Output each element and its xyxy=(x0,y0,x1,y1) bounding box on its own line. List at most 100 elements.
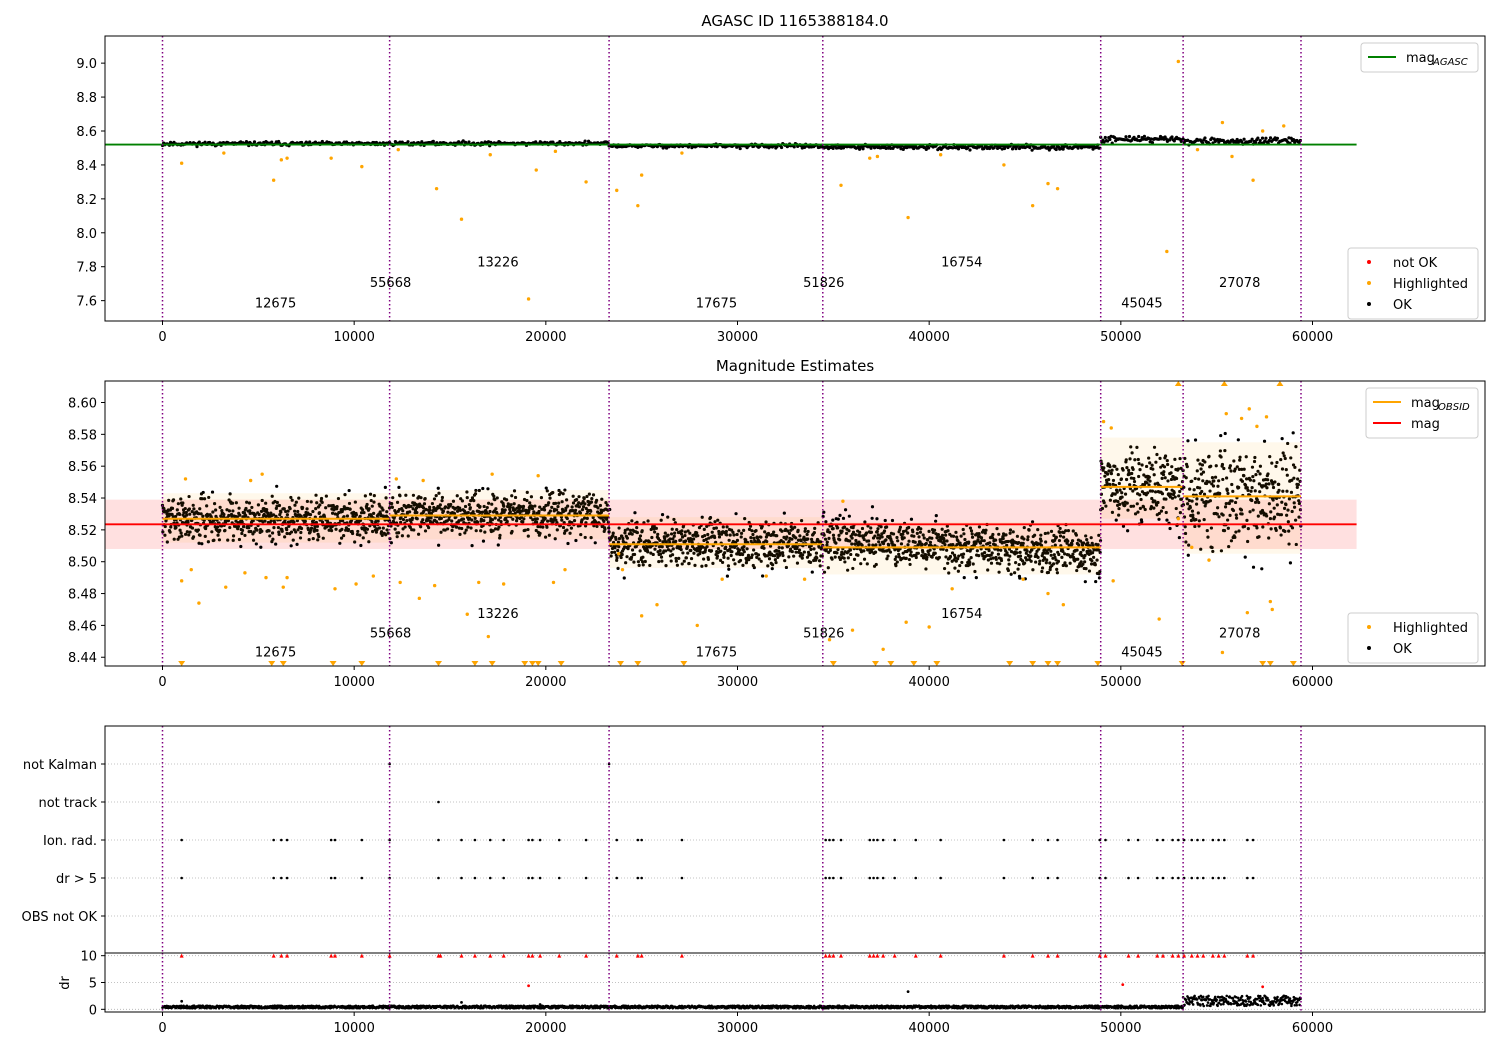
y-tick-label: 8.2 xyxy=(76,193,97,208)
flag-event-point xyxy=(488,876,492,880)
highlighted-point xyxy=(421,478,425,483)
ok-point xyxy=(431,139,435,143)
flag-event-point xyxy=(272,838,275,842)
ok-point xyxy=(271,513,276,517)
flag-event-point xyxy=(680,876,684,880)
ok-point xyxy=(1124,135,1128,139)
ok-point xyxy=(200,542,204,546)
ok-point xyxy=(1291,431,1295,435)
ok-point xyxy=(169,525,173,529)
ok-point xyxy=(1258,139,1262,143)
highlighted-point xyxy=(222,151,226,155)
highlighted-point xyxy=(906,215,910,220)
highlighted-point xyxy=(639,614,644,618)
flag-event-point xyxy=(437,876,440,880)
highlighted-point xyxy=(224,585,228,589)
ok-point xyxy=(1223,431,1227,436)
highlighted-point xyxy=(938,153,943,157)
ok-point xyxy=(1061,147,1065,151)
ok-point xyxy=(178,512,182,517)
y-tick-label: 8.44 xyxy=(68,651,97,666)
ok-point xyxy=(1251,565,1256,569)
clipped-low-marker xyxy=(872,661,879,666)
x-tick-label: 30000 xyxy=(717,675,758,690)
ok-point xyxy=(956,147,961,151)
ok-point xyxy=(1181,137,1185,141)
highlighted-point xyxy=(417,596,422,601)
ok-point xyxy=(167,498,171,502)
highlighted-point xyxy=(1176,517,1181,521)
panel2-title: Magnitude Estimates xyxy=(716,357,874,375)
x-tick-label: 0 xyxy=(158,330,166,345)
ok-point xyxy=(270,494,274,498)
flag-event-point xyxy=(872,838,875,842)
ok-point xyxy=(203,534,207,538)
flag-event-point xyxy=(538,876,542,880)
ok-point xyxy=(727,567,731,571)
highlighted-point xyxy=(1251,178,1255,182)
ok-point xyxy=(248,511,252,516)
ok-point xyxy=(270,531,275,535)
highlighted-point xyxy=(1046,591,1050,596)
ok-point xyxy=(1219,433,1223,438)
obsid-label: 17675 xyxy=(696,296,737,311)
ok-point xyxy=(686,145,691,149)
clipped-low-marker xyxy=(329,661,337,666)
legend-label: Highlighted xyxy=(1393,277,1468,292)
ok-point xyxy=(207,495,211,500)
ok-point xyxy=(254,542,258,546)
x-tick-label: 40000 xyxy=(908,330,949,345)
x-tick-label: 0 xyxy=(158,675,166,690)
flag-event-point xyxy=(636,876,640,880)
ok-point xyxy=(192,507,196,511)
highlighted-point xyxy=(1165,249,1169,254)
axes-frame xyxy=(104,35,1486,322)
ok-point xyxy=(1126,529,1130,533)
ok-point xyxy=(1193,438,1198,442)
ok-point xyxy=(253,513,257,517)
ok-point xyxy=(436,486,440,490)
highlighted-point xyxy=(551,580,556,585)
ok-point xyxy=(269,511,273,515)
ok-point xyxy=(270,140,274,144)
x-tick-label: 30000 xyxy=(717,330,758,345)
y-tick-label: 8.50 xyxy=(68,556,97,571)
flag-event-point xyxy=(1190,876,1194,880)
highlighted-point xyxy=(501,582,506,586)
highlighted-point xyxy=(841,499,845,503)
ok-point xyxy=(843,508,848,512)
ok-point xyxy=(273,499,277,504)
ok-point xyxy=(968,148,972,152)
clipped-low-marker xyxy=(634,661,642,666)
ok-point xyxy=(1150,140,1155,145)
flag-event-point xyxy=(1056,876,1059,880)
legend-box xyxy=(1360,42,1479,73)
flag-event-point xyxy=(615,838,619,842)
highlighted-point xyxy=(1268,599,1273,604)
flag-event-point xyxy=(285,876,289,880)
x-tick-label: 40000 xyxy=(908,675,949,690)
ok-point xyxy=(406,140,410,144)
clipped-low-marker xyxy=(933,661,941,666)
highlighted-point xyxy=(477,580,481,585)
highlighted-point xyxy=(850,628,855,632)
ok-point xyxy=(239,544,243,549)
x-tick-label: 10000 xyxy=(333,675,374,690)
ok-point xyxy=(176,502,180,506)
highlighted-point xyxy=(285,575,289,580)
highlighted-point xyxy=(1030,203,1035,208)
ok-point xyxy=(216,533,220,537)
clipped-low-marker xyxy=(1044,661,1052,666)
flag-event-point xyxy=(640,876,643,880)
flag-event-point xyxy=(1201,838,1205,842)
highlighted-point xyxy=(271,178,276,182)
flag-event-point xyxy=(1161,876,1165,880)
y-tick-label: 9.0 xyxy=(76,57,97,72)
ok-point xyxy=(289,544,293,548)
ok-point xyxy=(1094,579,1098,584)
x-tick-label: 20000 xyxy=(525,330,566,345)
clipped-low-marker xyxy=(680,661,688,666)
highlighted-point xyxy=(333,587,337,591)
ok-point xyxy=(190,509,194,514)
ok-point xyxy=(230,501,235,505)
